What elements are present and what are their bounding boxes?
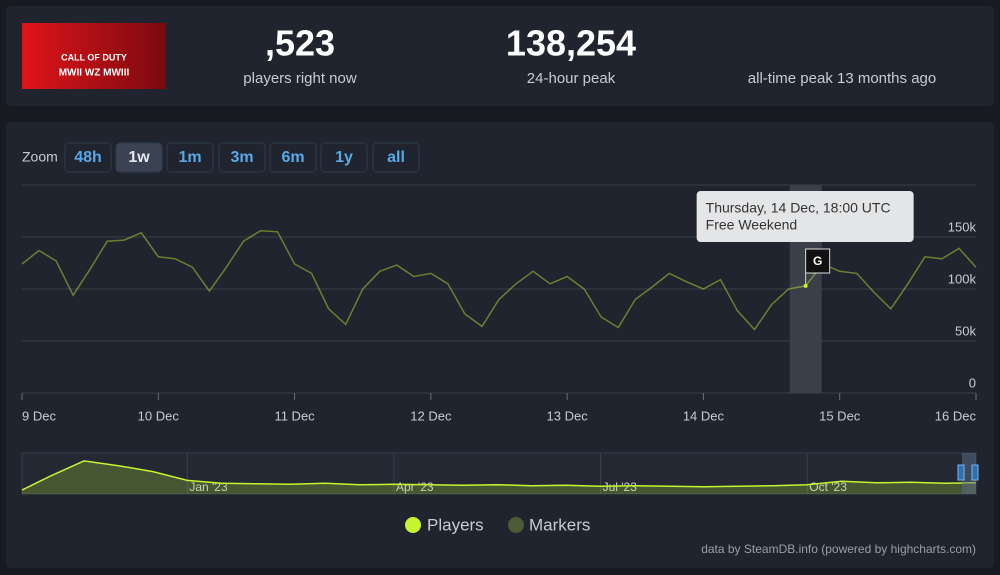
- zoom-button[interactable]: [64, 142, 112, 173]
- game-logo: [22, 23, 166, 89]
- navigator-area: [22, 460, 976, 494]
- x-tick-label: 10 Dec: [138, 408, 180, 423]
- credit: data by SteamDB.info (powered by highcha…: [701, 542, 976, 556]
- legend-swatch[interactable]: [508, 517, 524, 533]
- tooltip-text: Free Weekend: [706, 217, 798, 233]
- y-tick-label: 100k: [948, 271, 977, 286]
- zoom-button[interactable]: [320, 142, 368, 173]
- x-tick-label: 11 Dec: [274, 408, 315, 423]
- y-tick-label: 0: [969, 375, 976, 390]
- navigator-tick-label: Apr '23: [396, 480, 434, 494]
- zoom-button-label[interactable]: 3m: [230, 149, 253, 166]
- zoom-button[interactable]: [269, 142, 317, 173]
- stat-label: players right now: [243, 70, 357, 87]
- stat-value: 138,254: [506, 23, 636, 64]
- x-tick-label: 12 Dec: [410, 408, 452, 423]
- tooltip-title: Thursday, 14 Dec, 18:00 UTC: [706, 200, 891, 216]
- navigator-tick-label: Jul '23: [603, 480, 638, 494]
- tooltip: [696, 191, 914, 242]
- logo-text: CALL OF DUTY: [61, 52, 127, 62]
- navigator-line: [21, 460, 977, 491]
- navigator-window[interactable]: [962, 453, 976, 494]
- zoom-button-label[interactable]: all: [387, 149, 405, 166]
- zoom-button-label[interactable]: 1w: [128, 149, 150, 166]
- navigator: [21, 452, 977, 495]
- stats-panel: [6, 6, 994, 106]
- stat-value: ,523: [265, 23, 335, 64]
- logo-text: MWII WZ MWIII: [59, 68, 130, 79]
- marker-flag-label: G: [813, 254, 822, 268]
- marker-point: [803, 283, 808, 288]
- zoom-button-label[interactable]: 1y: [335, 149, 353, 166]
- zoom-button-label[interactable]: 48h: [74, 149, 102, 166]
- x-tick-label: 13 Dec: [547, 408, 589, 423]
- navigator-handle[interactable]: [971, 464, 979, 481]
- zoom-label: Zoom: [22, 149, 58, 165]
- stat-label: all-time peak 13 months ago: [748, 70, 936, 87]
- zoom-button[interactable]: [115, 142, 163, 173]
- zoom-button[interactable]: [218, 142, 266, 173]
- x-tick-label: 15 Dec: [819, 408, 861, 423]
- legend-swatch[interactable]: [405, 517, 421, 533]
- chart-panel: [6, 122, 994, 568]
- x-tick-label: 14 Dec: [683, 408, 725, 423]
- marker-flag: [805, 248, 831, 274]
- stat-label: 24-hour peak: [527, 70, 616, 87]
- legend-label[interactable]: Players: [427, 515, 484, 534]
- legend-label[interactable]: Markers: [529, 515, 590, 534]
- zoom-button-label[interactable]: 1m: [178, 149, 201, 166]
- y-tick-label: 50k: [955, 323, 976, 338]
- zoom-button[interactable]: [372, 142, 420, 173]
- y-tick-label: 150k: [948, 219, 977, 234]
- zoom-button[interactable]: [166, 142, 214, 173]
- x-tick-label: 9 Dec: [22, 408, 56, 423]
- zoom-button-label[interactable]: 6m: [281, 149, 304, 166]
- navigator-handle[interactable]: [957, 464, 965, 481]
- x-tick-label: 16 Dec: [935, 408, 977, 423]
